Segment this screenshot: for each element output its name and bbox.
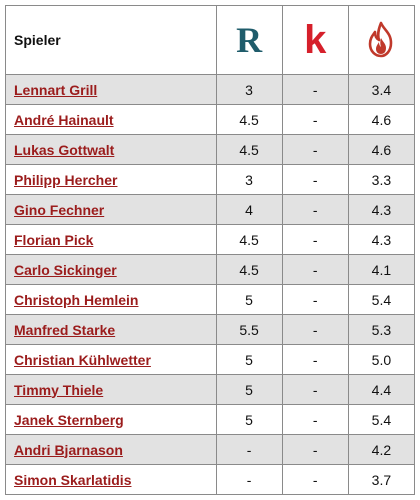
flame-rating-cell: 5.4 xyxy=(347,404,416,435)
flame-rating-cell: 4.1 xyxy=(347,254,416,285)
flame-rating-cell: 5.4 xyxy=(347,284,416,315)
r-rating-cell: 4.5 xyxy=(215,104,283,135)
k-rating-cell: - xyxy=(281,134,349,165)
player-name-cell: Florian Pick xyxy=(5,224,217,255)
player-name-cell: Carlo Sickinger xyxy=(5,254,217,285)
r-rating-cell: 5.5 xyxy=(215,314,283,345)
player-link[interactable]: Lukas Gottwalt xyxy=(14,141,115,158)
k-rating-cell: - xyxy=(281,164,349,195)
r-rating-cell: - xyxy=(215,464,283,495)
flame-rating-cell: 5.3 xyxy=(347,314,416,345)
k-rating-cell: - xyxy=(281,254,349,285)
flame-rating-cell: 4.3 xyxy=(347,194,416,225)
table-row: Janek Sternberg 5-5.4 xyxy=(5,404,416,435)
player-link[interactable]: Lennart Grill xyxy=(14,81,98,98)
k-rating-cell: - xyxy=(281,434,349,465)
player-ratings-table: Spieler R k Lennart Grill 3-3.4 An xyxy=(5,5,416,495)
r-rating-cell: 4.5 xyxy=(215,224,283,255)
player-link[interactable]: Christoph Hemlein xyxy=(14,291,139,308)
table-row: Andri Bjarnason - -4.2 xyxy=(5,434,416,465)
k-rating-cell: - xyxy=(281,344,349,375)
player-link[interactable]: Philipp Hercher xyxy=(14,171,118,188)
player-link[interactable]: Carlo Sickinger xyxy=(14,261,117,278)
table-row: Gino Fechner 4-4.3 xyxy=(5,194,416,225)
k-rating-cell: - xyxy=(281,284,349,315)
player-name-cell: Simon Skarlatidis xyxy=(5,464,217,495)
player-link[interactable]: Timmy Thiele xyxy=(14,381,104,398)
player-link[interactable]: Andri Bjarnason xyxy=(14,441,123,458)
k-logo-icon: k xyxy=(304,18,327,62)
table-header-row: Spieler R k xyxy=(5,5,416,75)
r-rating-cell: 3 xyxy=(215,74,283,105)
k-rating-cell: - xyxy=(281,194,349,225)
r-rating-cell: 5 xyxy=(215,404,283,435)
player-name-cell: Christoph Hemlein xyxy=(5,284,217,315)
player-name-cell: Janek Sternberg xyxy=(5,404,217,435)
table-row: Timmy Thiele 5-4.4 xyxy=(5,374,416,405)
flame-rating-cell: 3.4 xyxy=(347,74,416,105)
table-row: Lennart Grill 3-3.4 xyxy=(5,74,416,105)
player-link[interactable]: André Hainault xyxy=(14,111,114,128)
flame-source-header xyxy=(347,5,416,75)
flame-rating-cell: 4.6 xyxy=(347,134,416,165)
flame-rating-cell: 3.3 xyxy=(347,164,416,195)
player-link[interactable]: Gino Fechner xyxy=(14,201,105,218)
r-rating-cell: 4 xyxy=(215,194,283,225)
player-link[interactable]: Manfred Starke xyxy=(14,321,116,338)
r-rating-cell: 5 xyxy=(215,284,283,315)
table-row: Simon Skarlatidis - -3.7 xyxy=(5,464,416,495)
table-row: Manfred Starke 5.5-5.3 xyxy=(5,314,416,345)
r-logo-icon: R xyxy=(236,20,263,60)
flame-rating-cell: 4.6 xyxy=(347,104,416,135)
player-column-header: Spieler xyxy=(5,5,217,75)
ratings-table-container: Spieler R k Lennart Grill 3-3.4 An xyxy=(5,5,416,495)
k-rating-cell: - xyxy=(281,74,349,105)
player-link[interactable]: Florian Pick xyxy=(14,231,94,248)
table-row: Philipp Hercher 3-3.3 xyxy=(5,164,416,195)
r-rating-cell: 5 xyxy=(215,374,283,405)
r-source-header: R xyxy=(215,5,283,75)
k-rating-cell: - xyxy=(281,464,349,495)
player-link[interactable]: Simon Skarlatidis xyxy=(14,471,132,488)
player-name-cell: Manfred Starke xyxy=(5,314,217,345)
k-source-header: k xyxy=(281,5,349,75)
r-rating-cell: 4.5 xyxy=(215,134,283,165)
flame-logo-icon xyxy=(369,21,393,58)
player-name-cell: Lennart Grill xyxy=(5,74,217,105)
k-rating-cell: - xyxy=(281,374,349,405)
r-rating-cell: 5 xyxy=(215,344,283,375)
r-rating-cell: 4.5 xyxy=(215,254,283,285)
k-rating-cell: - xyxy=(281,224,349,255)
k-rating-cell: - xyxy=(281,314,349,345)
table-row: Lukas Gottwalt 4.5-4.6 xyxy=(5,134,416,165)
player-name-cell: Timmy Thiele xyxy=(5,374,217,405)
k-rating-cell: - xyxy=(281,404,349,435)
table-row: Christoph Hemlein 5-5.4 xyxy=(5,284,416,315)
player-link[interactable]: Christian Kühlwetter xyxy=(14,351,151,368)
k-rating-cell: - xyxy=(281,104,349,135)
table-row: Carlo Sickinger 4.5-4.1 xyxy=(5,254,416,285)
table-row: Florian Pick 4.5-4.3 xyxy=(5,224,416,255)
player-name-cell: Gino Fechner xyxy=(5,194,217,225)
flame-rating-cell: 4.3 xyxy=(347,224,416,255)
flame-rating-cell: 4.4 xyxy=(347,374,416,405)
table-row: André Hainault 4.5-4.6 xyxy=(5,104,416,135)
player-name-cell: Andri Bjarnason xyxy=(5,434,217,465)
flame-rating-cell: 3.7 xyxy=(347,464,416,495)
r-rating-cell: 3 xyxy=(215,164,283,195)
player-link[interactable]: Janek Sternberg xyxy=(14,411,124,428)
flame-rating-cell: 4.2 xyxy=(347,434,416,465)
player-name-cell: Lukas Gottwalt xyxy=(5,134,217,165)
r-rating-cell: - xyxy=(215,434,283,465)
table-row: Christian Kühlwetter 5-5.0 xyxy=(5,344,416,375)
player-name-cell: Philipp Hercher xyxy=(5,164,217,195)
player-name-cell: Christian Kühlwetter xyxy=(5,344,217,375)
flame-rating-cell: 5.0 xyxy=(347,344,416,375)
player-name-cell: André Hainault xyxy=(5,104,217,135)
